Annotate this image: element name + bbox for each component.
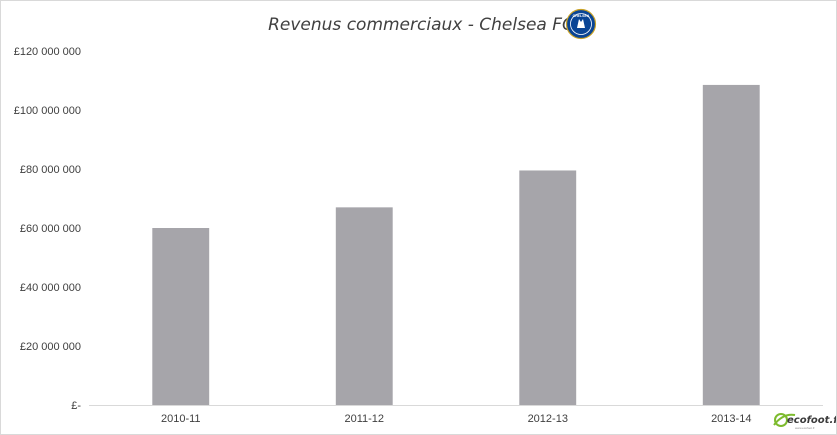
- chart-title: Revenus commerciaux - Chelsea FC: [268, 15, 574, 35]
- bars: [152, 84, 760, 406]
- y-tick-label: £120 000 000: [14, 46, 81, 58]
- ecofoot-logo-icon: ecofoot.fr www.ecofoot.fr: [773, 413, 837, 430]
- y-tick-label: £-: [71, 400, 81, 412]
- y-tick-label: £20 000 000: [20, 341, 81, 353]
- chelsea-crest-icon: CHELSEA: [565, 8, 597, 40]
- bar-2010-11: [152, 228, 210, 405]
- bar-2011-12: [335, 207, 393, 405]
- y-tick-label: £80 000 000: [20, 164, 81, 176]
- x-axis: 2010-11 2011-12 2012-13 2013-14: [161, 413, 751, 425]
- y-axis: £- £20 000 000 £40 000 000 £60 000 000 £80 0…: [14, 46, 82, 412]
- x-tick-label: 2011-12: [344, 413, 384, 425]
- x-tick-label: 2012-13: [528, 413, 568, 425]
- svg-text:ecofoot.fr: ecofoot.fr: [787, 415, 837, 426]
- x-tick-label: 2010-11: [161, 413, 201, 425]
- x-tick-label: 2013-14: [711, 413, 751, 425]
- svg-text:CHELSEA: CHELSEA: [573, 14, 590, 18]
- bar-2012-13: [519, 170, 577, 405]
- bar-2013-14: [702, 84, 760, 406]
- y-tick-label: £60 000 000: [20, 223, 81, 235]
- y-tick-label: £100 000 000: [14, 105, 81, 117]
- y-tick-label: £40 000 000: [20, 282, 81, 294]
- svg-text:www.ecofoot.fr: www.ecofoot.fr: [795, 426, 815, 430]
